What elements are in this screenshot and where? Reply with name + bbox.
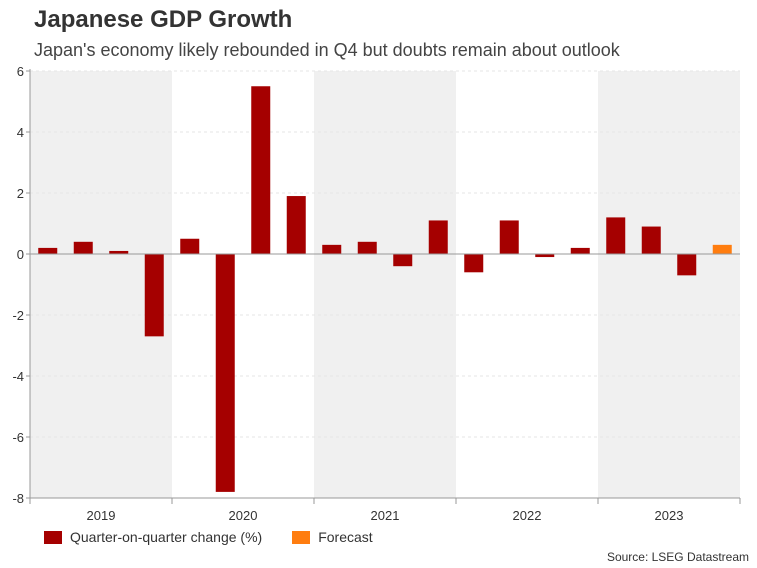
x-tick-labels: 2019 2020 2021 2022 2023 (87, 508, 684, 523)
x-tick-label-2021: 2021 (371, 508, 400, 523)
bar (251, 86, 271, 254)
bar (677, 254, 697, 276)
legend-label-forecast: Forecast (318, 529, 373, 545)
y-tick-label: -6 (12, 430, 24, 445)
y-tick-label: 6 (17, 64, 24, 79)
chart-title: Japanese GDP Growth (34, 6, 293, 33)
y-tick-label: 4 (17, 125, 24, 140)
bars (38, 86, 732, 492)
axes (26, 69, 741, 504)
y-tick-labels: 6 4 2 0 -2 -4 -6 -8 (12, 64, 24, 506)
x-tick-label-2020: 2020 (229, 508, 258, 523)
bar (109, 250, 129, 254)
chart-subtitle: Japan's economy likely rebounded in Q4 b… (34, 40, 620, 60)
legend-swatch-forecast (292, 530, 311, 544)
x-tick-label-2022: 2022 (513, 508, 542, 523)
bar (286, 196, 306, 254)
year-band-2023 (598, 71, 740, 498)
y-tick-label: 2 (17, 186, 24, 201)
source-note: Source: LSEG Datastream (606, 550, 749, 564)
year-bands (30, 71, 740, 498)
bar (180, 238, 200, 254)
bar (464, 254, 484, 273)
bar (606, 217, 626, 254)
bar (144, 254, 164, 337)
bar (215, 254, 235, 492)
legend-item-actual[interactable]: Quarter-on-quarter change (%) (44, 529, 262, 545)
y-tick-label: -2 (12, 308, 24, 323)
bar (73, 241, 93, 254)
legend-label-actual: Quarter-on-quarter change (%) (70, 529, 263, 545)
y-tick-label: -4 (12, 369, 24, 384)
bar (357, 241, 377, 254)
legend-item-forecast[interactable]: Forecast (292, 529, 373, 545)
bar (38, 247, 58, 254)
x-tick-label-2019: 2019 (87, 508, 116, 523)
gdp-bar-chart: 6 4 2 0 -2 -4 -6 -8 2019 2020 2021 2022 2023 (12, 64, 741, 523)
year-band-2021 (314, 71, 456, 498)
legend: Quarter-on-quarter change (%) Forecast (44, 529, 403, 545)
bar (428, 220, 448, 254)
bar (322, 244, 342, 254)
bar (535, 254, 555, 258)
y-tick-label: -8 (12, 491, 24, 506)
bar (393, 254, 413, 267)
y-tick-label: 0 (17, 247, 24, 262)
forecast-bar (712, 244, 732, 254)
legend-swatch-actual (44, 530, 62, 544)
bar (570, 247, 590, 254)
x-tick-label-2023: 2023 (655, 508, 684, 523)
bar (499, 220, 519, 254)
bar (641, 226, 661, 254)
